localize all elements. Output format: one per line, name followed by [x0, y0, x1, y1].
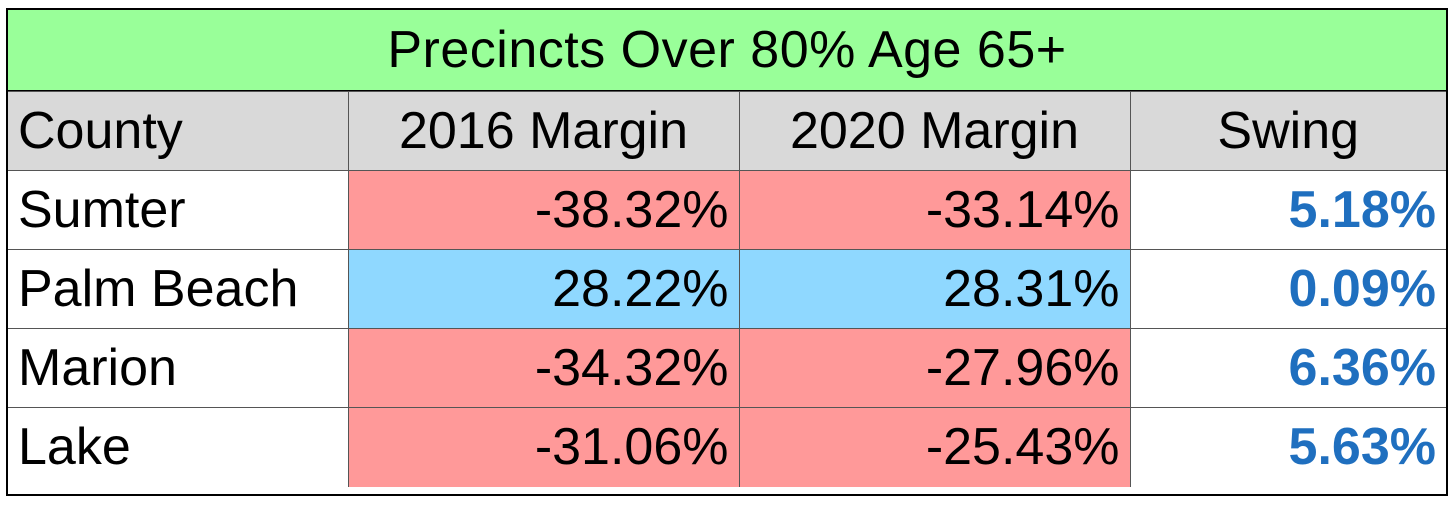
county-cell: Lake — [8, 407, 349, 487]
swing-cell: 6.36% — [1129, 328, 1446, 408]
table-row: Lake -31.06% -25.43% 5.63% — [8, 407, 1446, 487]
swing-cell: 5.18% — [1129, 170, 1446, 250]
header-row: County 2016 Margin 2020 Margin Swing — [8, 91, 1446, 171]
margin-2016-cell: -38.32% — [347, 170, 740, 250]
county-cell: Palm Beach — [8, 249, 349, 329]
precinct-table: Precincts Over 80% Age 65+ County 2016 M… — [6, 8, 1448, 496]
column-header-2016-margin: 2016 Margin — [347, 91, 740, 171]
margin-2020-cell: 28.31% — [738, 249, 1131, 329]
margin-2020-cell: -27.96% — [738, 328, 1131, 408]
swing-cell: 0.09% — [1129, 249, 1446, 329]
column-header-county: County — [8, 91, 349, 171]
data-grid: County 2016 Margin 2020 Margin Swing Sum… — [8, 91, 1446, 487]
column-header-2020-margin: 2020 Margin — [738, 91, 1131, 171]
swing-cell: 5.63% — [1129, 407, 1446, 487]
table-body: Sumter -38.32% -33.14% 5.18% Palm Beach 28.22… — [8, 170, 1446, 487]
table-title: Precincts Over 80% Age 65+ — [8, 10, 1446, 91]
table-row: Palm Beach 28.22% 28.31% 0.09% — [8, 249, 1446, 329]
table-row: Marion -34.32% -27.96% 6.36% — [8, 328, 1446, 408]
margin-2016-cell: -31.06% — [347, 407, 740, 487]
margin-2016-cell: 28.22% — [347, 249, 740, 329]
table-row: Sumter -38.32% -33.14% 5.18% — [8, 170, 1446, 250]
county-cell: Marion — [8, 328, 349, 408]
margin-2016-cell: -34.32% — [347, 328, 740, 408]
county-cell: Sumter — [8, 170, 349, 250]
margin-2020-cell: -25.43% — [738, 407, 1131, 487]
margin-2020-cell: -33.14% — [738, 170, 1131, 250]
column-header-swing: Swing — [1129, 91, 1446, 171]
